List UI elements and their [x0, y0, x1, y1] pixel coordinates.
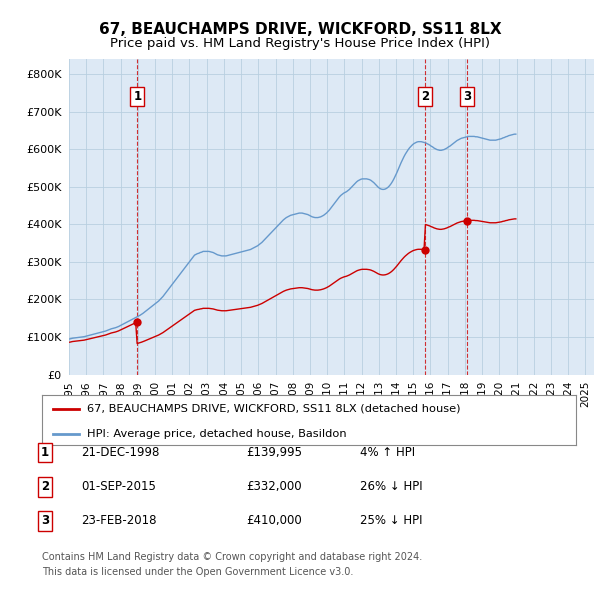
Text: 21-DEC-1998: 21-DEC-1998 [81, 446, 160, 459]
Text: 1: 1 [41, 446, 49, 459]
Text: 01-SEP-2015: 01-SEP-2015 [81, 480, 156, 493]
Text: £139,995: £139,995 [246, 446, 302, 459]
Text: 1: 1 [133, 90, 142, 103]
Text: 25% ↓ HPI: 25% ↓ HPI [360, 514, 422, 527]
Text: 2: 2 [41, 480, 49, 493]
Text: Contains HM Land Registry data © Crown copyright and database right 2024.: Contains HM Land Registry data © Crown c… [42, 552, 422, 562]
Text: £410,000: £410,000 [246, 514, 302, 527]
Text: 23-FEB-2018: 23-FEB-2018 [81, 514, 157, 527]
Text: HPI: Average price, detached house, Basildon: HPI: Average price, detached house, Basi… [88, 430, 347, 440]
Text: This data is licensed under the Open Government Licence v3.0.: This data is licensed under the Open Gov… [42, 567, 353, 577]
Text: Price paid vs. HM Land Registry's House Price Index (HPI): Price paid vs. HM Land Registry's House … [110, 37, 490, 50]
Text: 67, BEAUCHAMPS DRIVE, WICKFORD, SS11 8LX: 67, BEAUCHAMPS DRIVE, WICKFORD, SS11 8LX [98, 22, 502, 37]
Text: 2: 2 [421, 90, 429, 103]
Text: 3: 3 [41, 514, 49, 527]
Text: 4% ↑ HPI: 4% ↑ HPI [360, 446, 415, 459]
Text: 26% ↓ HPI: 26% ↓ HPI [360, 480, 422, 493]
Text: £332,000: £332,000 [246, 480, 302, 493]
Text: 67, BEAUCHAMPS DRIVE, WICKFORD, SS11 8LX (detached house): 67, BEAUCHAMPS DRIVE, WICKFORD, SS11 8LX… [88, 404, 461, 414]
Text: 3: 3 [463, 90, 472, 103]
